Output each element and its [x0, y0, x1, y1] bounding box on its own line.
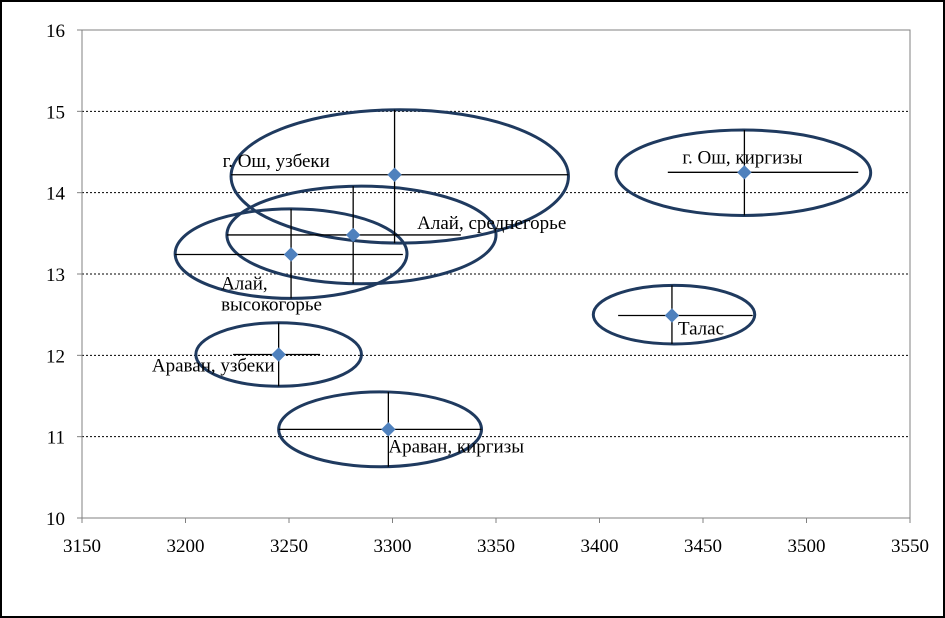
data-point-marker	[381, 422, 396, 437]
confidence-ellipse	[614, 128, 873, 217]
x-tick-label: 3300	[374, 536, 412, 557]
confidence-ellipse	[591, 283, 757, 346]
y-tick-label: 10	[46, 509, 65, 530]
y-tick-label: 12	[46, 346, 65, 367]
data-point-marker	[664, 308, 680, 323]
x-tick-label: 3500	[788, 536, 826, 557]
y-tick-label: 11	[47, 428, 65, 449]
data-label: Алай, высокогорье	[221, 273, 322, 315]
point-labels: г. Ош, узбеки г. Ош, киргизы Алай, среднег…	[152, 147, 803, 457]
data-label: Араван, узбеки	[152, 356, 275, 377]
x-tick-label: 3400	[581, 536, 619, 557]
x-tick-label: 3450	[684, 536, 722, 557]
confidence-ellipse	[229, 108, 570, 245]
data-point-marker	[387, 167, 402, 182]
x-tick-label: 3150	[63, 536, 101, 557]
x-tick-label: 3200	[167, 536, 205, 557]
y-tick-label: 14	[46, 184, 66, 205]
y-tick-label: 15	[46, 102, 65, 123]
axes	[77, 29, 911, 523]
markers	[271, 165, 752, 437]
data-label: Талас	[678, 318, 724, 339]
y-tick-label: 16	[46, 21, 65, 42]
data-point-marker	[737, 165, 752, 180]
x-tick-label: 3350	[477, 536, 515, 557]
tick-labels: 10 11 12 13 14 15 16 3150 3200 3250 3300 3350 3400 34…	[46, 21, 929, 557]
x-tick-label: 3550	[891, 536, 929, 557]
data-label: г. Ош, киргизы	[682, 147, 802, 168]
data-point-marker	[345, 227, 361, 243]
gridlines	[82, 110, 910, 438]
y-tick-label: 13	[46, 265, 65, 286]
data-label: Алай, среднегорье	[417, 213, 566, 234]
x-tick-label: 3250	[270, 536, 308, 557]
data-point-marker	[271, 347, 286, 362]
data-label: г. Ош, узбеки	[223, 151, 330, 172]
data-label: Араван, киргизы	[388, 436, 524, 457]
data-point-marker	[283, 247, 299, 262]
